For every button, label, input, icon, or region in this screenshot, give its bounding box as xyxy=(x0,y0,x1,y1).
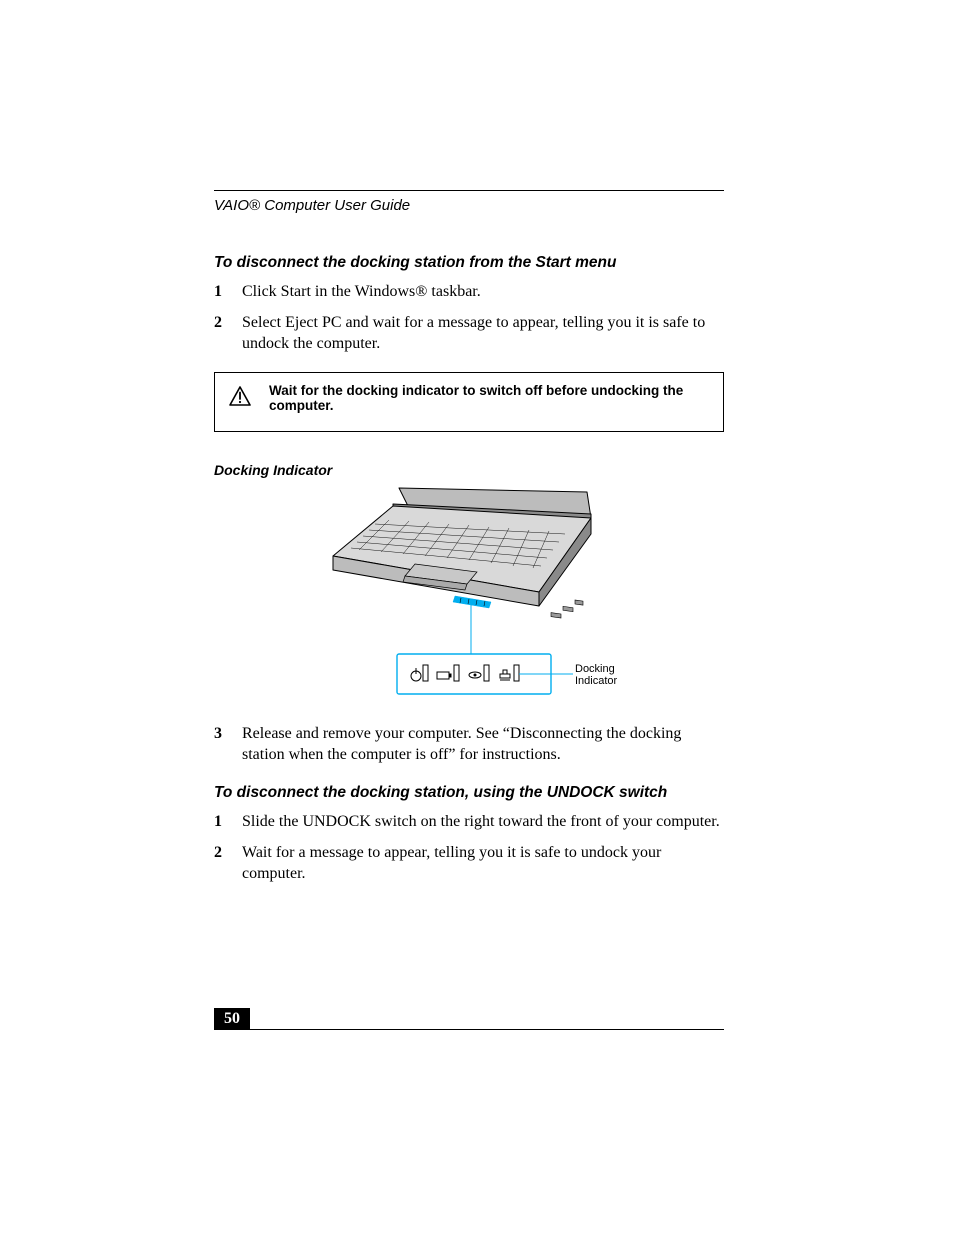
section2-step-2: Wait for a message to appear, telling yo… xyxy=(214,843,724,885)
section2-title: To disconnect the docking station, using… xyxy=(214,784,724,802)
section1-title: To disconnect the docking station from t… xyxy=(214,254,724,272)
figure-caption: Docking Indicator xyxy=(214,462,724,478)
running-head: VAIO® Computer User Guide xyxy=(214,190,724,214)
page-number: 50 xyxy=(214,1008,250,1030)
warning-icon xyxy=(229,386,251,411)
section1-step-2: Select Eject PC and wait for a message t… xyxy=(214,313,724,355)
figure: Docking Indicator xyxy=(214,484,724,704)
section1-step-3: Release and remove your computer. See “D… xyxy=(214,724,724,766)
footer: 50 xyxy=(214,1008,724,1030)
figure-callout-line1: Docking xyxy=(575,663,615,675)
warning-text: Wait for the docking indicator to switch… xyxy=(269,383,709,413)
warning-box: Wait for the docking indicator to switch… xyxy=(214,372,724,432)
section1-steps: Click Start in the Windows® taskbar. Sel… xyxy=(214,282,724,354)
section1-step-1: Click Start in the Windows® taskbar. xyxy=(214,282,724,303)
figure-callout-line2: Indicator xyxy=(575,675,618,687)
section2-step-1: Slide the UNDOCK switch on the right tow… xyxy=(214,812,724,833)
section2-steps: Slide the UNDOCK switch on the right tow… xyxy=(214,812,724,884)
page: VAIO® Computer User Guide To disconnect … xyxy=(0,0,954,1235)
docking-indicator-illustration: Docking Indicator xyxy=(319,484,619,704)
section1-steps-cont: Release and remove your computer. See “D… xyxy=(214,724,724,766)
